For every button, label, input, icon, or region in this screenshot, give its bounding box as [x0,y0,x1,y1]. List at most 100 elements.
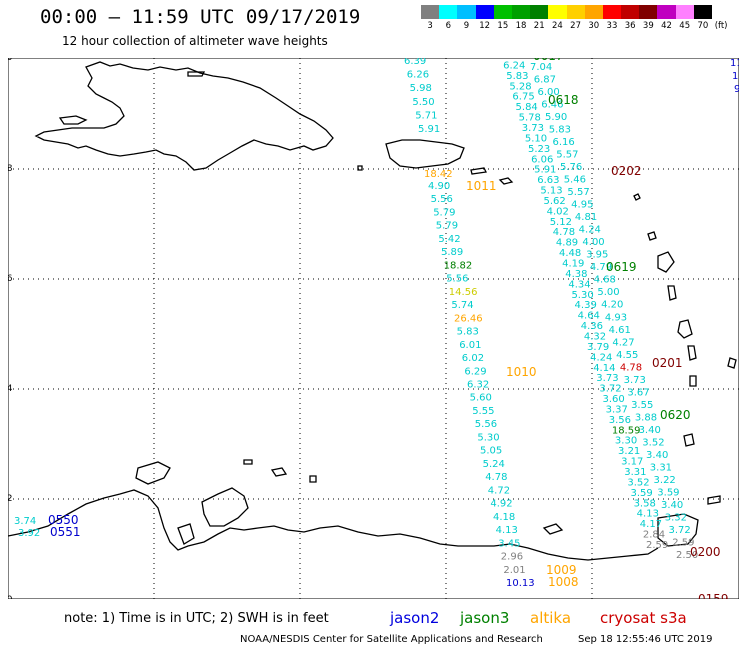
swh-value: 3.73 [522,123,544,134]
swh-value: 3.74 [14,516,36,527]
swh-value: 2.59 [646,540,668,551]
coastlines [8,61,737,561]
swh-value: 5.56 [431,194,453,205]
swh-value: 10.13 [506,578,535,589]
colorbar-swatch [584,5,603,19]
colorbar-swatch [548,5,567,19]
gonave-island [58,115,88,125]
colorbar-swatch [493,5,512,19]
colorbar-label: 6 [445,21,451,31]
swh-value: 4.93 [605,312,627,323]
map-panel: 201816141210 -75-72-69-66-63-60 6.396.26… [8,58,739,599]
swh-value: 5.93 [500,58,522,61]
swh-value: 6.46 [541,100,563,111]
swh-value: 6.00 [537,87,559,98]
swh-value: 5.55 [472,406,494,417]
latitude-label: 10 [8,595,13,599]
swh-value: 4.39 [575,300,597,311]
swh-value: 2.96 [501,552,523,563]
latitude-label: 12 [8,494,12,504]
legend-cryosat: cryosat s3a [600,609,687,627]
paraguana [201,487,249,527]
swh-value: 5.90 [545,112,567,123]
st-vincent [689,375,697,387]
swh-value: 3.37 [606,404,628,415]
swh-value: 4.13 [637,509,659,520]
colorbar-swatch [511,5,531,19]
swh-value: 5.74 [451,300,473,311]
swh-value: 4.18 [493,512,515,523]
pass-time-label: 0200 [690,545,721,559]
swh-value: 5.78 [519,113,541,124]
swh-value: 11 [732,71,739,82]
swh-value: 4.92 [490,499,512,510]
dominica [667,285,677,301]
swh-value: 4.14 [593,363,615,374]
swh-value: 5.57 [567,187,589,198]
swh-value: 3.30 [615,436,637,447]
swh-value: 5.28 [509,81,531,92]
grenada [683,433,695,447]
swh-value: 4.78 [485,472,507,483]
swh-value: 3.73 [596,373,618,384]
pass-time-label: 0202 [611,164,642,178]
colorbar-label: 70 [697,21,709,31]
swh-value: 3.73 [624,375,646,386]
latitude-label: 18 [8,164,13,174]
colorbar-label: 36 [624,21,636,31]
pass-time-label: 0619 [606,260,637,274]
latitude-label: 14 [8,384,13,394]
footer-note: note: 1) Time is in UTC; 2) SWH is in fe… [64,611,329,626]
barbados [727,357,737,369]
swh-value: 4.20 [601,300,623,311]
swh-value: 26.46 [454,313,483,324]
colorbar-swatch [421,5,440,19]
swh-value: 5.30 [477,432,499,443]
swh-value: 5.46 [564,175,586,186]
swh-value: 3.17 [621,457,643,468]
swh-value: 5.24 [483,459,505,470]
guajira [135,461,171,485]
generated-timestamp: Sep 18 12:55:46 UTC 2019 [578,634,713,645]
swh-value: 5.12 [550,217,572,228]
swh-value: 6.01 [459,340,481,351]
swh-value: 6.87 [534,75,556,86]
swh-value: 9 [734,84,739,95]
aruba [243,459,253,465]
swh-value: 2.59 [672,537,694,548]
swh-value: 6.26 [407,70,429,81]
swh-value: 3.55 [631,400,653,411]
swh-value: 4.36 [581,321,603,332]
wave-observations: 6.39 6.26 5.98 5.50 5.71 5.91 4.90 5.56 5.79 5.79… [14,58,739,589]
colorbar-swatch [530,5,549,19]
swh-value: 3.59 [657,487,679,498]
swh-value: 3.56 [609,415,631,426]
swh-value: 6.75 [512,92,534,103]
swh-value: 5.13 [540,186,562,197]
swh-value: 3.88 [635,412,657,423]
swh-value: 3.92 [18,528,40,539]
swh-value: 4.38 [565,269,587,280]
swh-value: 3.67 [627,387,649,398]
swh-value: 4.48 [559,248,581,259]
antigua [647,231,657,241]
swh-value: 3.72 [599,384,621,395]
swh-value: 3.52 [642,437,664,448]
swh-value: 5.10 [525,133,547,144]
map-canvas: 201816141210 -75-72-69-66-63-60 6.396.26… [8,58,739,599]
swh-value: 5.98 [410,83,432,94]
swh-value: 4.55 [616,350,638,361]
st-lucia [687,345,697,361]
swh-value: 5.79 [436,221,458,232]
colorbar-labels: 3 6 9 12 15 18 21 24 27 30 33 36 39 42 45 70 (ft) [421,21,730,31]
swh-value: 3.45 [498,538,520,549]
swh-value: 4.90 [428,181,450,192]
swh-value: 2.50 [676,550,698,561]
map-subtitle: 12 hour collection of altimeter wave hei… [62,34,328,48]
swh-value: 3.95 [586,250,608,261]
tobago [707,495,721,505]
pass-time-label: 0201 [652,356,683,370]
pass-time-label: 0620 [660,408,691,422]
swh-value: 5.56 [446,274,468,285]
swh-value: 14.56 [449,287,478,298]
